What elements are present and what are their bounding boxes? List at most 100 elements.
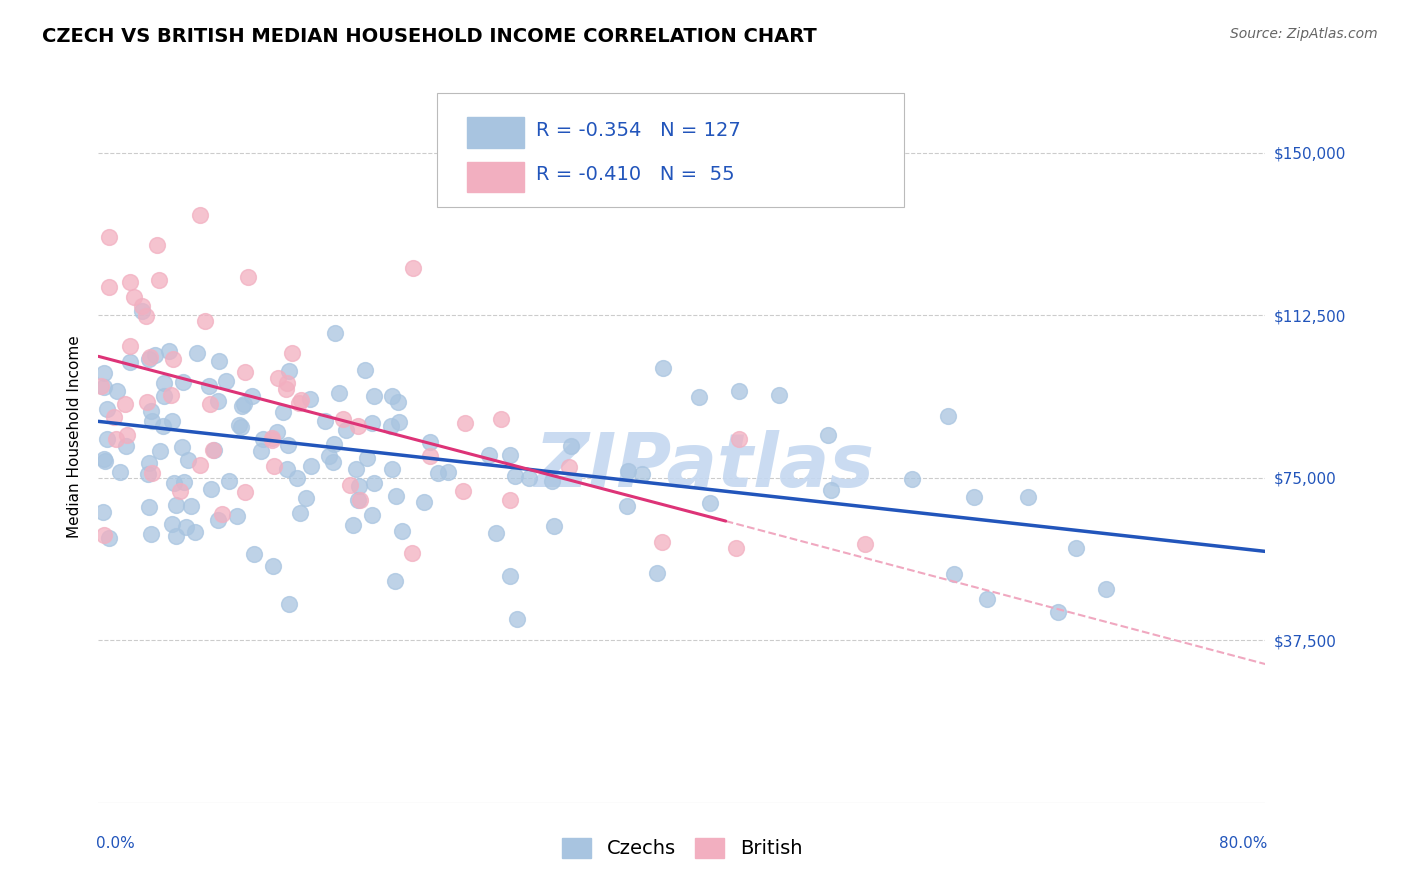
Point [93, 454, 115, 468]
Point [503, 468, 526, 483]
Point [344, 462, 367, 476]
Point [226, 508, 249, 523]
Point [381, 389, 404, 403]
Point [162, 352, 184, 367]
Point [97, 229, 120, 244]
Point [506, 612, 529, 626]
Point [322, 437, 344, 451]
Point [451, 484, 474, 499]
Point [1066, 541, 1088, 556]
Point [436, 465, 458, 479]
Point [454, 416, 477, 430]
Point [138, 500, 160, 514]
Point [385, 489, 408, 503]
Point [160, 414, 183, 428]
Point [105, 432, 128, 446]
Text: CZECH VS BRITISH MEDIAN HOUSEHOLD INCOME CORRELATION CHART: CZECH VS BRITISH MEDIAN HOUSEHOLD INCOME… [42, 27, 817, 45]
Text: Source: ZipAtlas.com: Source: ZipAtlas.com [1230, 27, 1378, 41]
Point [176, 453, 198, 467]
Point [401, 546, 423, 560]
Point [318, 449, 340, 463]
FancyBboxPatch shape [467, 117, 524, 148]
Point [138, 456, 160, 470]
Point [172, 375, 194, 389]
Point [332, 411, 354, 425]
Point [98, 279, 121, 293]
Text: R = -0.410   N =  55: R = -0.410 N = 55 [536, 165, 735, 184]
Point [93, 451, 115, 466]
Point [194, 314, 217, 328]
Point [728, 384, 751, 398]
Point [314, 414, 336, 428]
Point [347, 479, 370, 493]
Point [266, 425, 288, 439]
Point [388, 415, 411, 429]
Point [290, 393, 312, 408]
Point [541, 474, 564, 488]
Point [153, 388, 176, 402]
Point [262, 559, 284, 574]
Point [252, 432, 274, 446]
Point [228, 417, 250, 432]
Point [267, 371, 290, 385]
Point [963, 490, 986, 504]
Text: ZIPatlas: ZIPatlas [536, 430, 876, 503]
Point [651, 534, 673, 549]
Point [200, 482, 222, 496]
Point [728, 432, 751, 446]
Point [143, 349, 166, 363]
Point [361, 508, 384, 522]
Point [820, 483, 842, 497]
Point [1094, 582, 1116, 596]
Text: R = -0.354   N = 127: R = -0.354 N = 127 [536, 120, 741, 140]
Point [93, 366, 115, 380]
Point [347, 419, 370, 434]
Point [387, 395, 409, 409]
Point [93, 380, 115, 394]
Point [90, 379, 112, 393]
Point [233, 484, 256, 499]
Point [616, 500, 638, 514]
Point [617, 464, 640, 478]
Point [277, 438, 299, 452]
Point [1017, 490, 1039, 504]
Point [118, 354, 141, 368]
Point [271, 405, 294, 419]
Point [131, 299, 153, 313]
Point [139, 350, 162, 364]
Point [188, 208, 211, 222]
Point [652, 360, 675, 375]
Text: 80.0%: 80.0% [1219, 836, 1268, 851]
Point [354, 363, 377, 377]
Point [96, 432, 118, 446]
Point [290, 507, 312, 521]
Point [148, 444, 170, 458]
Point [976, 592, 998, 607]
Point [384, 574, 406, 589]
Point [231, 399, 253, 413]
Point [114, 438, 136, 452]
Point [942, 566, 965, 581]
Point [276, 462, 298, 476]
Point [276, 376, 298, 391]
Point [347, 493, 370, 508]
Point [165, 499, 187, 513]
Point [207, 394, 229, 409]
Point [215, 375, 238, 389]
Point [263, 459, 285, 474]
Point [1046, 606, 1069, 620]
Point [322, 455, 344, 469]
Point [141, 526, 163, 541]
Point [240, 389, 263, 403]
Point [218, 475, 240, 489]
Point [349, 493, 371, 508]
Point [478, 448, 501, 462]
Point [201, 442, 224, 457]
Point [135, 309, 157, 323]
Point [356, 451, 378, 466]
Point [105, 384, 128, 399]
Point [232, 397, 254, 411]
Point [363, 389, 385, 403]
Point [499, 493, 522, 508]
Point [277, 364, 299, 378]
